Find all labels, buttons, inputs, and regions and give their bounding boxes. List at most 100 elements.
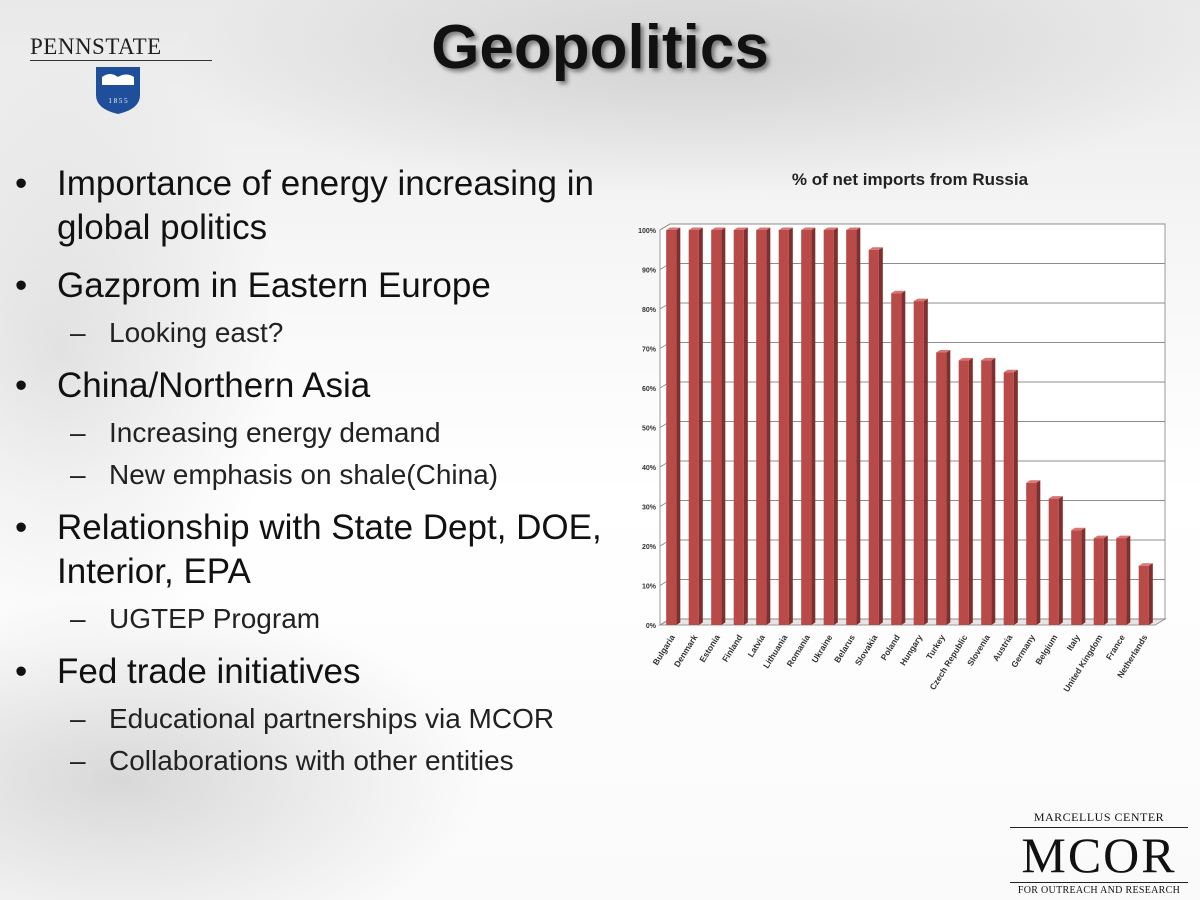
gridline-depth [659,223,671,231]
bar [868,247,883,625]
bar-front [846,230,857,625]
bar [823,227,838,625]
bar-side [1036,480,1041,625]
bar-front [733,230,744,625]
bar-side [721,227,726,625]
bar-top [711,227,726,230]
bar-top [1138,563,1153,566]
bar-top [891,290,906,294]
bar-top [1116,535,1131,539]
x-tick-label: Finland [720,633,745,664]
y-tick-label: 10% [642,584,657,591]
bullet-marker: – [70,745,86,776]
bar-top [1048,496,1063,499]
bar-side [743,227,748,625]
mcor-logo-rule-bottom [1010,882,1188,883]
bar-front [1026,482,1037,625]
bar-top [1071,527,1086,531]
bar-front [778,230,789,625]
bar-side [766,227,771,625]
y-tick-label: 70% [642,347,657,354]
bar-side [923,298,928,625]
sub-bullet-item: – Increasing energy demand [12,412,612,454]
bar-top [958,357,973,361]
bar-side [946,349,951,625]
bullet-text: Educational partnerships via MCOR [109,703,555,734]
bar [846,227,861,625]
mcor-logo: MARCELLUS CENTER MCOR FOR OUTREACH AND R… [1006,810,1192,896]
y-tick-label: 40% [642,465,657,472]
bar [1138,563,1153,625]
bar [711,227,726,625]
bullet-marker: • [15,164,28,203]
bar-top [733,227,748,230]
bar [733,227,748,625]
mcor-logo-bottom: FOR OUTREACH AND RESEARCH [1017,885,1181,896]
x-tick-label: Estonia [697,633,722,665]
bullet-marker: – [70,317,86,348]
bullet-text: Looking east? [109,317,284,348]
bullet-text: UGTEP Program [109,603,321,634]
bullet-item: • Fed trade initiatives [12,650,612,694]
bullet-text: Importance of energy increasing in globa… [57,164,594,247]
bullet-text: Fed trade initiatives [57,652,361,691]
x-tick-label: France [1104,633,1127,662]
bullet-item: • China/Northern Asia [12,364,612,408]
bar-side [1148,563,1153,625]
bar-top [778,227,793,230]
x-tick-label: Poland [878,633,902,662]
penn-state-logo: PENNSTATE 1 8 5 5 [30,34,215,114]
bar-front [1071,530,1082,625]
bar-front [958,360,969,625]
bar-side [811,227,816,625]
bullet-item: • Importance of energy increasing in glob… [12,162,612,250]
bar-side [856,227,861,625]
bar [666,227,681,625]
bar [1048,496,1063,625]
bar-top [666,227,681,230]
y-tick-label: 30% [642,505,657,512]
bars [666,227,1153,625]
bullet-marker: • [15,508,28,547]
bar [958,357,973,625]
sub-bullet-item: – New emphasis on shale(China) [12,454,612,496]
bullet-text: Relationship with State Dept, DOE, Inter… [57,508,602,591]
penn-state-shield-icon: 1 8 5 5 [96,67,140,114]
bar-top [688,227,703,230]
bullet-marker: • [15,266,28,305]
y-tick-label: 90% [642,268,657,275]
bar [913,298,928,625]
bar-front [1138,565,1149,625]
bar [891,290,906,625]
penn-state-wordmark: PENNSTATE [30,34,162,59]
bar-top [1026,480,1041,483]
bar [1116,535,1131,625]
bar [1003,369,1018,625]
bar-front [1093,538,1104,625]
bar-side [968,357,973,625]
bar-top [823,227,838,230]
bar-chart: % of net imports from Russia 0% 10% 20% 30%… [610,158,1200,718]
mcor-logo-rule-top [1010,827,1188,828]
bar-top [1093,535,1108,539]
bullet-item: • Relationship with State Dept, DOE, Inte… [12,506,612,594]
x-tick-label: Turkey [924,633,947,662]
bar [1093,535,1108,625]
bar-side [991,357,996,625]
bar-front [823,230,834,625]
bar [936,349,951,625]
bullet-marker: – [70,603,86,634]
sub-bullet-item: – Looking east? [12,312,612,354]
bullet-marker: • [15,652,28,691]
x-tick-label: Latvia [745,633,767,659]
bar [756,227,771,625]
bar [688,227,703,625]
sub-bullet-item: – Educational partnerships via MCOR [12,698,612,740]
bar-front [913,301,924,625]
x-tick-label: Slovakia [853,633,880,668]
bar-side [1058,496,1063,625]
bar-side [698,227,703,625]
y-tick-label: 20% [642,544,657,551]
bullet-marker: – [70,459,86,490]
